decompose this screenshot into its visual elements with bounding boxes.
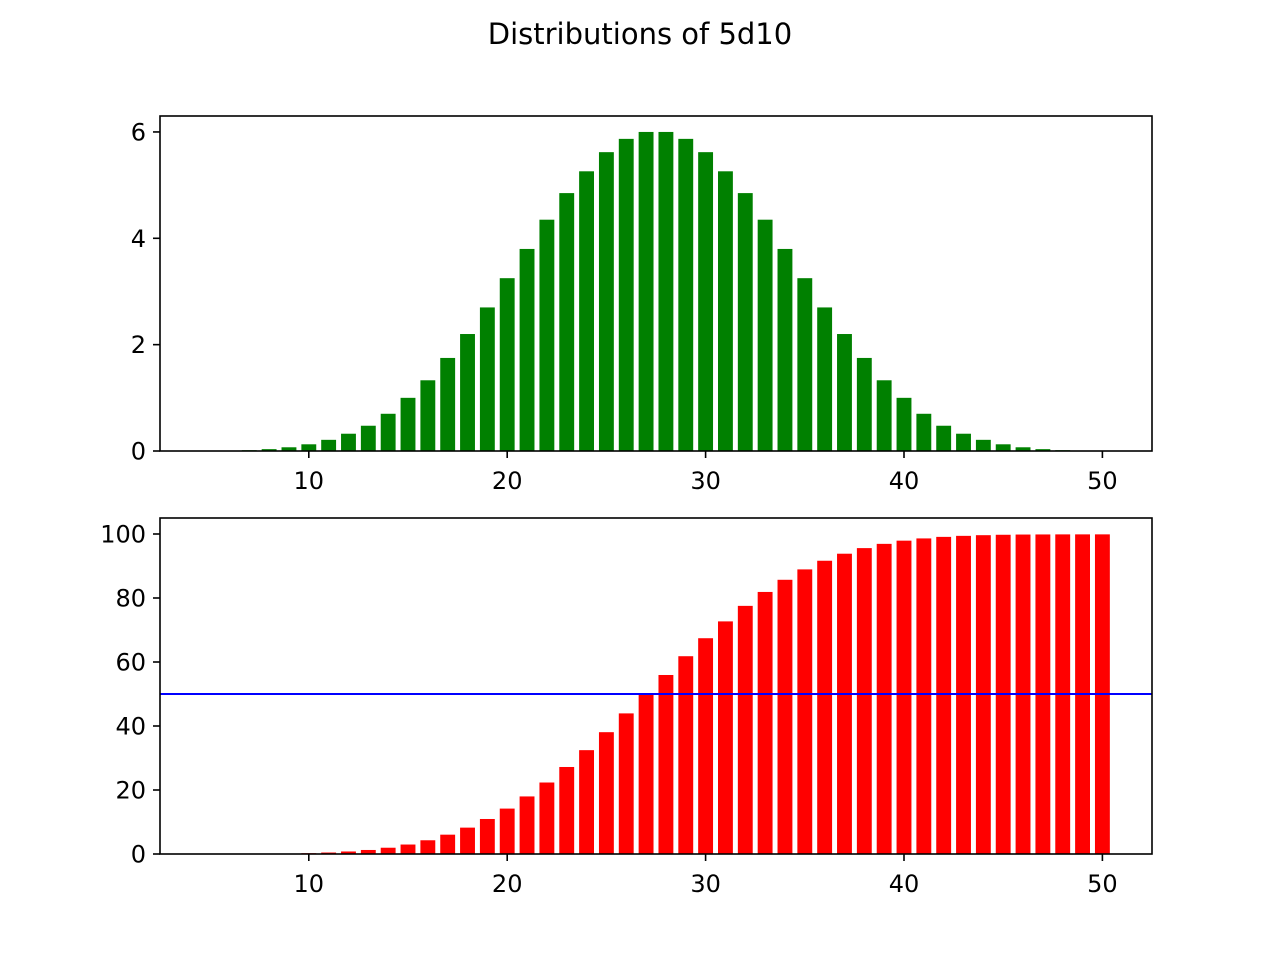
bottom-y-tick-label: 0 (131, 841, 146, 869)
top-bar (281, 447, 297, 451)
top-bar (301, 444, 317, 451)
bottom-bar (360, 849, 376, 854)
bottom-x-tick-label: 50 (1087, 870, 1118, 898)
top-bar (718, 171, 733, 452)
top-bar (261, 449, 277, 451)
top-bar (380, 413, 396, 451)
top-bar (956, 433, 971, 451)
top-bar (598, 152, 614, 451)
bottom-bar (916, 538, 932, 854)
top-x-tick-label: 50 (1087, 467, 1118, 495)
bottom-bar (678, 656, 694, 854)
top-bar (1035, 449, 1051, 451)
top-bar (936, 425, 952, 451)
top-bar (737, 193, 753, 451)
bottom-bar (559, 766, 575, 854)
bottom-bar (817, 560, 833, 854)
bottom-bar (638, 694, 654, 854)
top-bar (499, 278, 515, 451)
bottom-bar (896, 540, 912, 854)
top-bar (460, 334, 475, 451)
bottom-bar (658, 674, 674, 854)
bottom-bar (380, 847, 396, 854)
top-bar (479, 307, 495, 451)
bottom-bar (460, 827, 475, 854)
bottom-bar (400, 844, 416, 854)
top-axes-frame (159, 115, 1153, 452)
top-distribution-chart: 10 20 30 40 50 0 2 4 6 (131, 115, 1153, 495)
bottom-bar (797, 569, 813, 854)
bottom-y-tick-label: 100 (100, 521, 146, 549)
bottom-bar (598, 732, 614, 854)
bottom-bar (718, 621, 733, 854)
top-bar (341, 433, 356, 451)
bottom-x-tick-label: 30 (690, 870, 721, 898)
top-bar (916, 413, 932, 451)
top-bar (440, 357, 456, 451)
top-x-tick-label: 20 (492, 467, 523, 495)
top-bar (757, 219, 773, 451)
top-bar (579, 171, 594, 452)
bottom-bar (876, 543, 892, 854)
top-x-tick-label: 10 (294, 467, 325, 495)
bottom-x-tick-label: 10 (294, 870, 325, 898)
top-bar (638, 131, 654, 451)
top-bar (856, 357, 872, 451)
top-y-tick-label: 6 (131, 118, 146, 146)
bottom-axes-frame (159, 517, 1153, 855)
top-bar (817, 307, 833, 451)
bottom-y-tick-label: 40 (115, 713, 146, 741)
top-y-tick-label: 4 (131, 225, 146, 253)
top-bar (995, 444, 1011, 451)
top-bar (876, 380, 892, 451)
bottom-bar (856, 548, 872, 854)
top-bar (519, 248, 535, 451)
figure-title: Distributions of 5d10 (488, 17, 792, 51)
bottom-bar (618, 713, 634, 854)
top-bar (837, 334, 852, 451)
bottom-bar (499, 808, 515, 854)
top-bar (896, 397, 912, 451)
top-bar (400, 397, 416, 451)
bottom-bar (479, 818, 495, 854)
bottom-bar (579, 750, 594, 854)
bottom-bar (539, 782, 555, 854)
top-bar (975, 439, 991, 451)
bottom-bar (757, 591, 773, 854)
bottom-bar (698, 638, 714, 854)
top-bar (360, 425, 376, 451)
top-bar (777, 248, 793, 451)
top-y-tick-label: 0 (131, 438, 146, 466)
bottom-cumulative-chart: 10 20 30 40 50 0 20 40 60 80 100 (100, 517, 1153, 898)
top-bar (1015, 447, 1031, 451)
bottom-bar (737, 605, 753, 854)
bottom-bar (936, 536, 952, 854)
top-x-tick-label: 40 (889, 467, 920, 495)
top-bar (797, 278, 813, 451)
bottom-y-tick-label: 20 (115, 777, 146, 805)
top-bar (658, 131, 674, 451)
top-y-tick-label: 2 (131, 331, 146, 359)
top-x-tick-label: 30 (690, 467, 721, 495)
bottom-bar (837, 553, 852, 854)
bottom-bar (519, 796, 535, 854)
top-bar (698, 152, 714, 451)
top-bar (321, 439, 337, 451)
bottom-y-tick-label: 60 (115, 649, 146, 677)
top-bar (539, 219, 555, 451)
bottom-x-tick-label: 40 (889, 870, 920, 898)
bottom-bar (420, 840, 436, 854)
top-bar (559, 193, 575, 451)
bottom-x-tick-label: 20 (492, 870, 523, 898)
top-bar (678, 138, 694, 451)
bottom-bar (440, 834, 456, 854)
bottom-y-tick-label: 80 (115, 585, 146, 613)
bottom-bar (777, 579, 793, 854)
top-bar (420, 380, 436, 451)
bottom-bar (341, 851, 356, 854)
top-bar (618, 138, 634, 451)
